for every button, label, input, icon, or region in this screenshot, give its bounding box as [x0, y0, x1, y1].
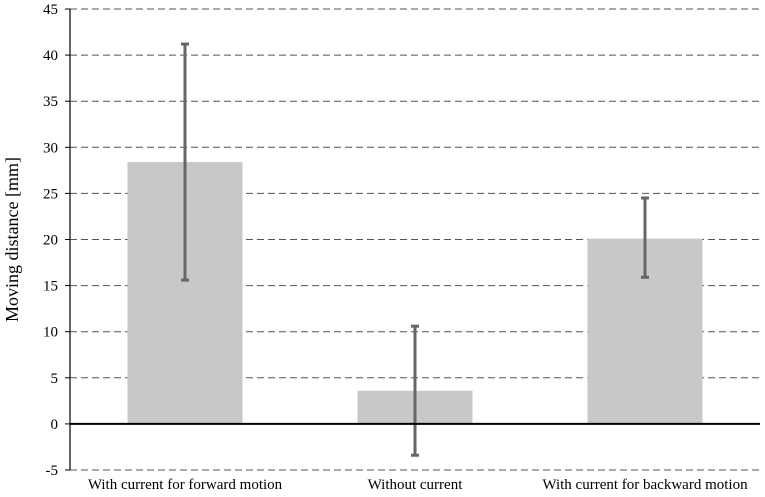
x-category-label: With current for backward motion — [542, 477, 748, 493]
y-tick-label: -5 — [46, 463, 59, 479]
y-tick-label: 35 — [43, 94, 58, 110]
y-tick-label: 0 — [51, 417, 59, 433]
y-tick-label: 20 — [43, 233, 58, 249]
y-tick-label: 40 — [43, 48, 58, 64]
y-tick-label: 30 — [43, 140, 58, 156]
x-category-labels: With current for forward motion Without c… — [88, 477, 748, 493]
y-tick-label: 15 — [43, 279, 58, 295]
y-tick-label: 45 — [43, 2, 58, 18]
y-tick-labels: -5 0 5 10 15 20 25 30 35 40 45 — [43, 2, 58, 479]
x-category-label: With current for forward motion — [88, 477, 283, 493]
y-tick-label: 10 — [43, 325, 58, 341]
error-bars — [181, 42, 649, 457]
x-category-label: Without current — [368, 477, 464, 493]
bars — [127, 162, 703, 424]
y-tick-label: 25 — [43, 186, 58, 202]
y-tick-label: 5 — [51, 371, 59, 387]
y-axis-title: Moving distance [mm] — [2, 157, 22, 322]
